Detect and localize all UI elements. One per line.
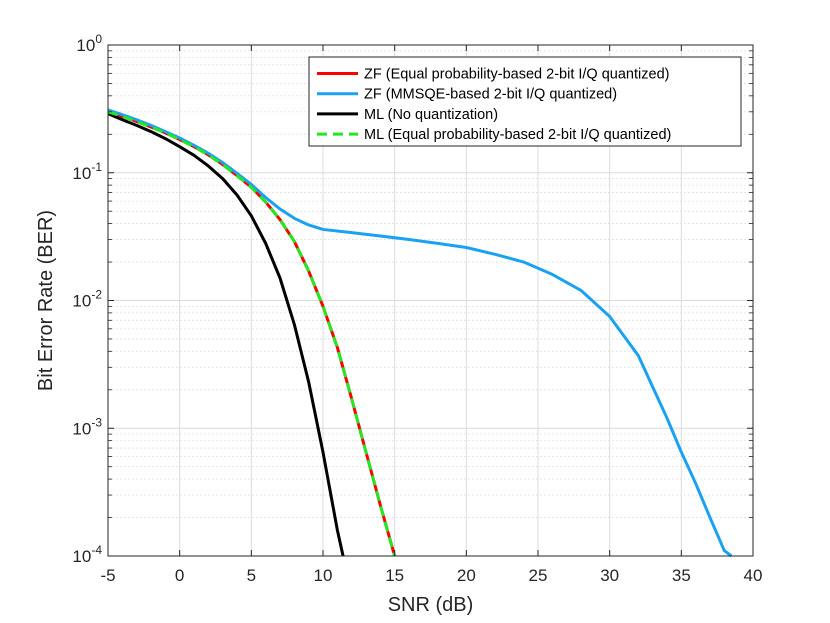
legend-label-1: ZF (Equal probability-based 2-bit I/Q qu…: [364, 67, 669, 83]
y-tick-label-base: 10: [72, 547, 91, 566]
x-tick-label: -5: [100, 566, 115, 585]
x-tick-label: 40: [744, 566, 763, 585]
x-tick-label: 20: [457, 566, 476, 585]
legend-label-4: ML (Equal probability-based 2-bit I/Q qu…: [364, 127, 671, 143]
y-tick-label: 10-1: [72, 160, 102, 183]
legend-label-3: ML (No quantization): [364, 107, 498, 123]
y-tick-label-base: 10: [72, 164, 91, 183]
x-tick-label: 0: [175, 566, 184, 585]
legend: ZF (Equal probability-based 2-bit I/Q qu…: [308, 56, 742, 147]
x-tick-label: 35: [672, 566, 691, 585]
y-tick-label: 10-4: [72, 543, 102, 566]
x-tick-label: 15: [385, 566, 404, 585]
y-axis-title: Bit Error Rate (BER): [35, 210, 57, 391]
legend-label-2: ZF (MMSQE-based 2-bit I/Q quantized): [364, 87, 617, 103]
y-tick-label-base: 10: [72, 292, 91, 311]
y-tick-label-exponent: -2: [91, 288, 102, 302]
x-axis-title: SNR (dB): [388, 594, 474, 616]
series-line-3: [107, 112, 345, 557]
y-tick-label: 100: [76, 32, 102, 55]
y-tick-label-exponent: 0: [95, 32, 102, 46]
series-line-4: [107, 110, 397, 557]
y-tick-label: 10-3: [72, 415, 102, 438]
x-tick-label: 10: [314, 566, 333, 585]
legend-box: [308, 56, 742, 147]
ticks-layer: [107, 44, 754, 557]
minor-grid: [108, 50, 753, 518]
x-tick-label: 25: [529, 566, 548, 585]
x-tick-labels: -5 0 5 10 15 20 25 30 35 40: [100, 566, 762, 585]
y-tick-label-exponent: -1: [91, 160, 102, 174]
y-tick-label-exponent: -4: [91, 543, 102, 557]
x-tick-label: 30: [600, 566, 619, 585]
y-tick-label-exponent: -3: [91, 415, 102, 429]
y-tick-label: 10-2: [72, 288, 102, 311]
y-tick-label-base: 10: [76, 36, 95, 55]
series-layer: [107, 108, 733, 558]
x-tick-label: 5: [247, 566, 256, 585]
y-tick-label-base: 10: [72, 419, 91, 438]
